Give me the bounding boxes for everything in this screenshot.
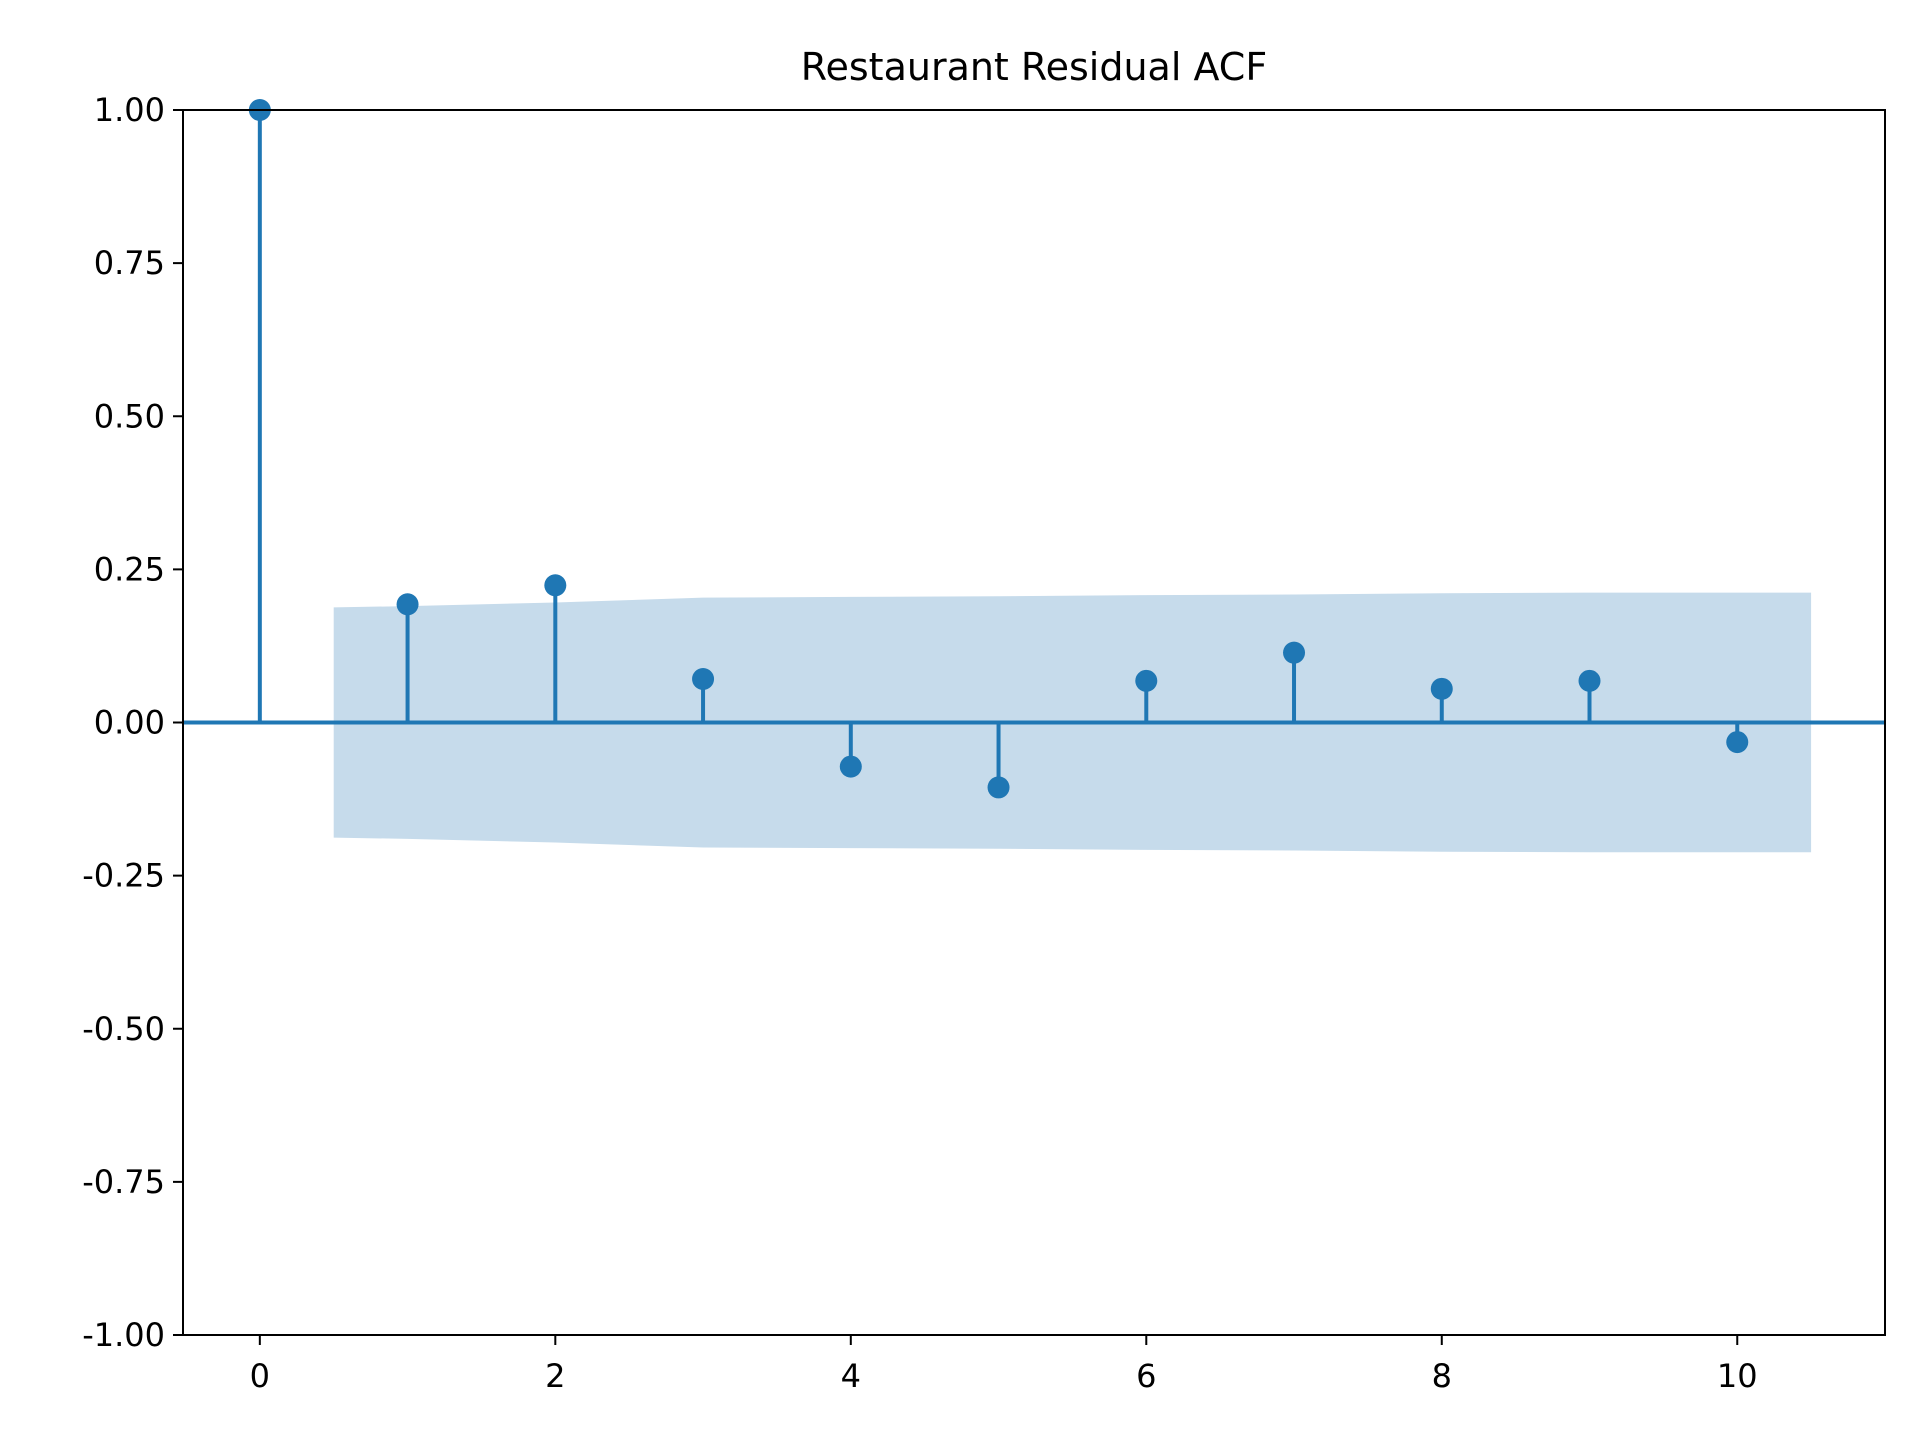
acf-stem-lag-4	[839, 722, 862, 778]
x-tick: 6	[1136, 1335, 1156, 1395]
y-tick-label: 0.25	[94, 550, 165, 588]
x-tick-label: 0	[250, 1357, 270, 1395]
y-tick-label: 1.00	[94, 91, 165, 129]
y-tick: 0.75	[94, 244, 183, 282]
stem-marker	[544, 574, 567, 597]
y-tick: -1.00	[82, 1316, 183, 1354]
x-tick-label: 2	[545, 1357, 565, 1395]
y-tick-label: 0.50	[94, 397, 165, 435]
acf-stem-lag-3	[692, 668, 715, 723]
acf-stem-lag-8	[1430, 677, 1453, 723]
acf-stem-lag-6	[1135, 669, 1158, 723]
stem-marker	[1430, 677, 1453, 700]
stem-marker	[1726, 731, 1749, 754]
stem-marker	[692, 668, 715, 691]
chart-title: Restaurant Residual ACF	[801, 45, 1267, 89]
acf-stem-lag-0	[248, 99, 271, 723]
y-tick: 0.50	[94, 397, 183, 435]
acf-stem-lag-9	[1578, 669, 1601, 723]
stem-marker	[987, 776, 1010, 799]
acf-stem-lag-5	[987, 722, 1010, 799]
y-tick: 0.00	[94, 704, 183, 742]
acf-stem-lag-1	[396, 593, 419, 723]
x-tick-label: 6	[1136, 1357, 1156, 1395]
stem-layer	[248, 99, 1749, 799]
acf-stem-lag-7	[1283, 641, 1306, 723]
y-tick: 1.00	[94, 91, 183, 129]
x-tick: 8	[1432, 1335, 1452, 1395]
acf-stem-lag-2	[544, 574, 567, 723]
x-tick: 4	[841, 1335, 861, 1395]
x-tick-label: 8	[1432, 1357, 1452, 1395]
x-tick-label: 4	[841, 1357, 861, 1395]
y-tick-label: 0.75	[94, 244, 165, 282]
stem-marker	[839, 755, 862, 778]
acf-stem-lag-10	[1726, 722, 1749, 754]
stem-marker	[396, 593, 419, 616]
x-axis-ticks: 0 2 4 6 8 10	[250, 1335, 1758, 1395]
x-tick: 2	[545, 1335, 565, 1395]
y-tick-label: -1.00	[82, 1316, 165, 1354]
stem-marker	[1283, 641, 1306, 664]
x-tick: 10	[1717, 1335, 1758, 1395]
y-tick: 0.25	[94, 550, 183, 588]
stem-marker	[1135, 669, 1158, 692]
y-tick-label: 0.00	[94, 704, 165, 742]
stem-marker	[1578, 669, 1601, 692]
x-tick: 0	[250, 1335, 270, 1395]
y-tick-label: -0.75	[82, 1163, 165, 1201]
y-tick: -0.50	[82, 1010, 183, 1048]
y-tick: -0.25	[82, 857, 183, 895]
y-tick-label: -0.25	[82, 857, 165, 895]
y-tick-label: -0.50	[82, 1010, 165, 1048]
y-tick: -0.75	[82, 1163, 183, 1201]
x-tick-label: 10	[1717, 1357, 1758, 1395]
y-axis-ticks: 1.00 0.75 0.50 0.25 0.00 -0.25 -0.50 -0.75 -1.00	[82, 91, 183, 1354]
